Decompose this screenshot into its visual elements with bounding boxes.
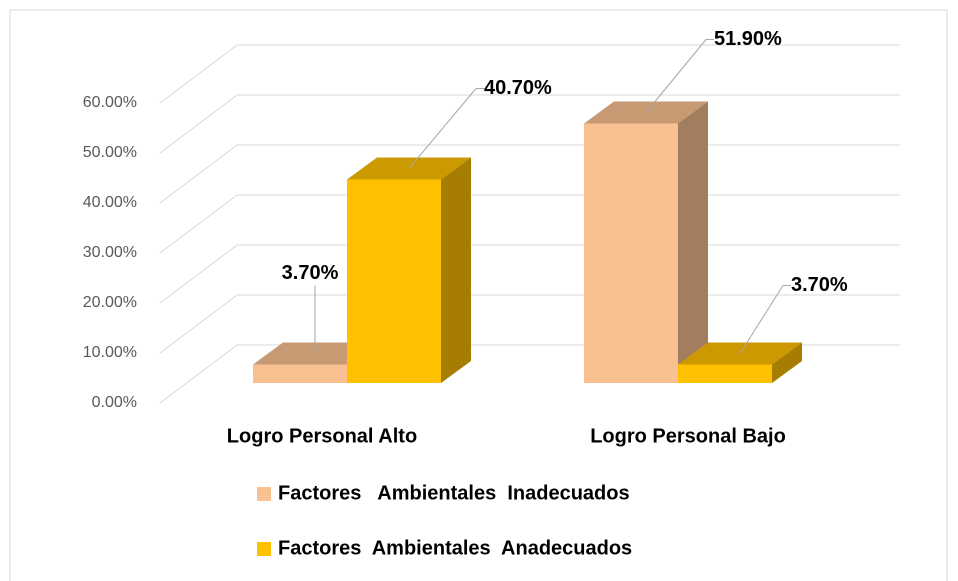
grid-line	[159, 294, 238, 354]
y-tick-label: 0.00%	[92, 394, 137, 411]
y-tick-label: 60.00%	[83, 94, 137, 111]
x-tick-label: Logro Personal Bajo	[590, 425, 786, 447]
legend-swatch	[257, 542, 271, 556]
bar-side	[441, 157, 471, 383]
bar-front	[253, 364, 347, 383]
y-tick-label: 40.00%	[83, 194, 137, 211]
y-tick-label: 30.00%	[83, 244, 137, 261]
data-label: 51.90%	[714, 28, 782, 50]
data-label: 40.70%	[484, 77, 552, 99]
grid-line	[159, 94, 238, 154]
legend-swatch	[257, 487, 271, 501]
leader-line	[645, 39, 707, 113]
bar-front	[584, 123, 678, 383]
data-label: 3.70%	[791, 274, 848, 296]
bar-side	[772, 342, 802, 383]
y-tick-label: 20.00%	[83, 294, 137, 311]
leader-line	[408, 88, 477, 169]
x-tick-label: Logro Personal Alto	[227, 425, 417, 447]
bar-side	[678, 101, 708, 383]
grid-line	[159, 194, 238, 254]
bar-front	[347, 179, 441, 383]
leader-line	[739, 285, 784, 354]
legend-label: Factores Ambientales Anadecuados	[278, 537, 632, 559]
legend-label: Factores Ambientales Inadecuados	[278, 482, 630, 504]
bar-front	[678, 364, 772, 383]
y-tick-label: 50.00%	[83, 144, 137, 161]
data-label: 3.70%	[282, 262, 339, 284]
grid-line	[159, 344, 238, 404]
grid-line	[159, 244, 238, 304]
y-tick-label: 10.00%	[83, 344, 137, 361]
grid-line	[159, 44, 238, 104]
grid-line	[159, 144, 238, 204]
